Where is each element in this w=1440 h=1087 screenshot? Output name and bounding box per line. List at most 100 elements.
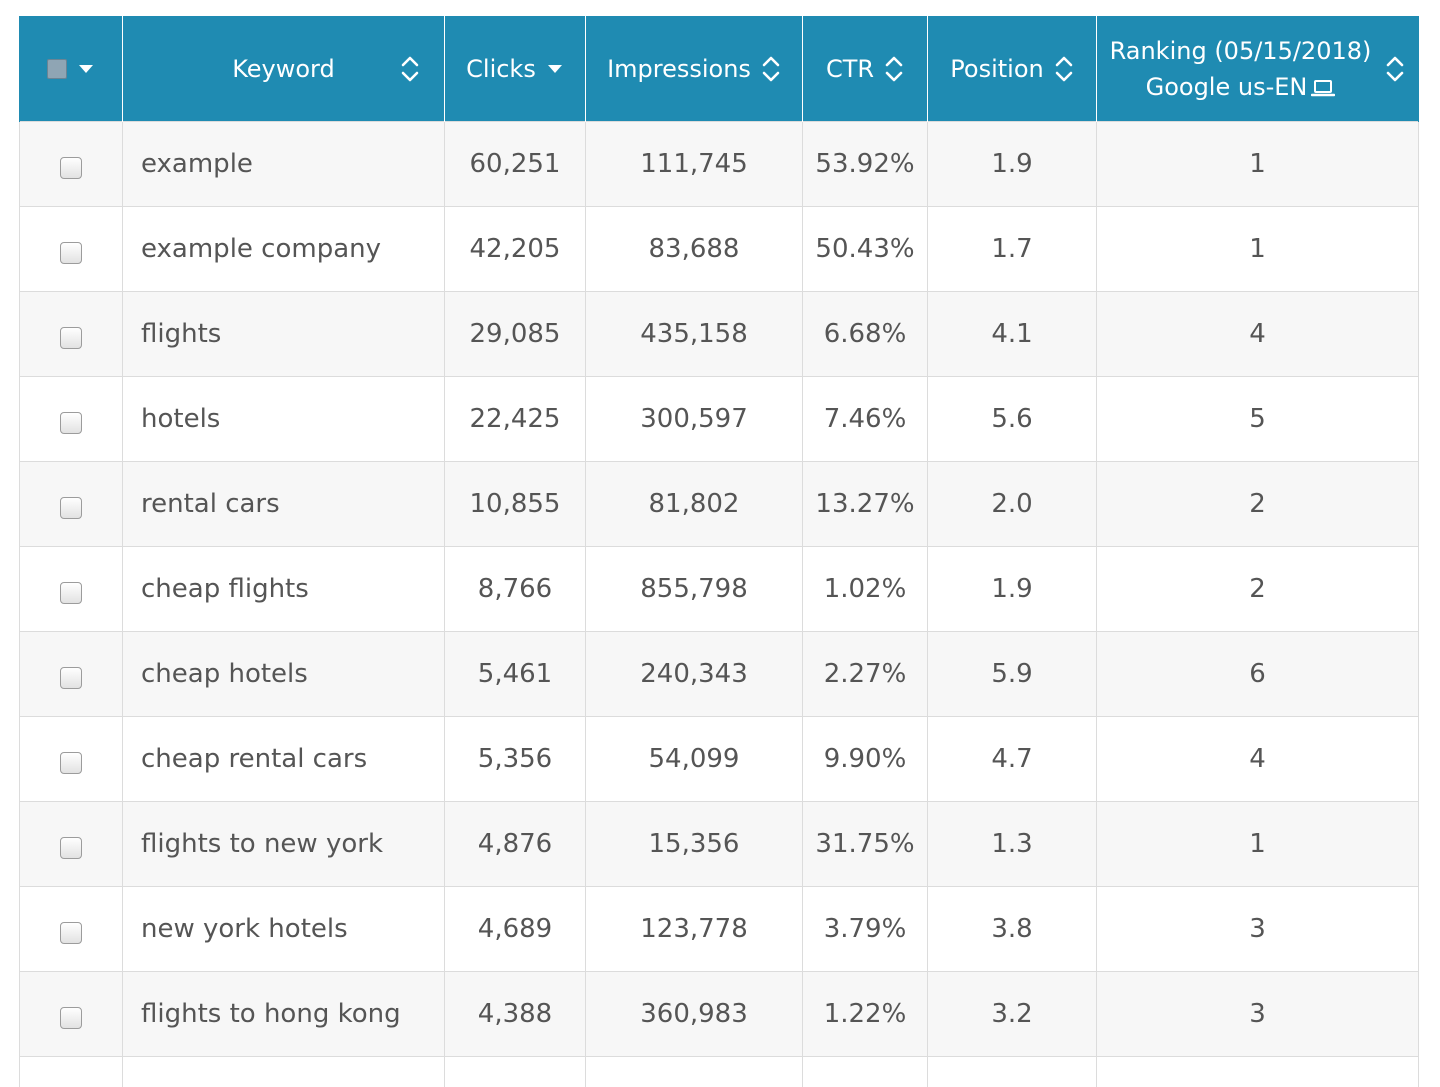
ctr-cell: 1.02% bbox=[803, 547, 928, 632]
row-checkbox[interactable] bbox=[60, 497, 82, 519]
row-select-cell[interactable] bbox=[20, 717, 123, 802]
table-row[interactable]: example company 42,205 83,688 50.43% 1.7… bbox=[20, 207, 1419, 292]
ctr-cell: 3.79% bbox=[803, 887, 928, 972]
ctr-cell: 9.90% bbox=[803, 717, 928, 802]
sort-icon[interactable] bbox=[884, 53, 904, 85]
ranking-cell: 1 bbox=[1097, 207, 1419, 292]
position-cell: 1.9 bbox=[928, 547, 1097, 632]
ranking-cell: 1 bbox=[1097, 802, 1419, 887]
impressions-cell: 855,798 bbox=[586, 547, 803, 632]
table-row[interactable]: cheap flights 8,766 855,798 1.02% 1.9 2 bbox=[20, 547, 1419, 632]
row-select-cell[interactable] bbox=[20, 377, 123, 462]
table-row[interactable]: flights to hong kong 4,388 360,983 1.22%… bbox=[20, 972, 1419, 1057]
sorted-desc-caret-down-icon[interactable] bbox=[546, 63, 564, 75]
row-select-cell[interactable] bbox=[20, 292, 123, 377]
impressions-cell: 360,983 bbox=[586, 972, 803, 1057]
sort-icon[interactable] bbox=[1054, 53, 1074, 85]
table-row[interactable]: cheap rental cars 5,356 54,099 9.90% 4.7… bbox=[20, 717, 1419, 802]
keyword-cell: cheap rental cars bbox=[123, 717, 445, 802]
row-select-cell[interactable] bbox=[20, 972, 123, 1057]
position-cell: 3.8 bbox=[928, 887, 1097, 972]
column-header-impressions[interactable]: Impressions bbox=[586, 16, 803, 122]
clicks-cell: 22,425 bbox=[445, 377, 586, 462]
row-select-cell[interactable] bbox=[20, 462, 123, 547]
position-cell: 2.0 bbox=[928, 462, 1097, 547]
column-header-ranking[interactable]: Ranking (05/15/2018) Google us-EN bbox=[1097, 16, 1419, 122]
ctr-cell: 7.46% bbox=[803, 377, 928, 462]
keyword-cell: flights bbox=[123, 292, 445, 377]
keyword-cell: rental cars bbox=[123, 462, 445, 547]
clicks-cell: 42,205 bbox=[445, 207, 586, 292]
table-row[interactable]: example 60,251 111,745 53.92% 1.9 1 bbox=[20, 122, 1419, 207]
row-select-cell[interactable] bbox=[20, 632, 123, 717]
row-select-cell[interactable] bbox=[20, 207, 123, 292]
table-row[interactable]: flights 29,085 435,158 6.68% 4.1 4 bbox=[20, 292, 1419, 377]
keyword-table-container: Keyword Clicks bbox=[19, 16, 1418, 1087]
sort-icon[interactable] bbox=[1385, 53, 1405, 85]
caret-down-icon[interactable] bbox=[77, 63, 95, 75]
ranking-cell: 3 bbox=[1097, 972, 1419, 1057]
keyword-table: Keyword Clicks bbox=[19, 16, 1419, 1087]
sort-icon[interactable] bbox=[400, 53, 420, 85]
column-header-clicks[interactable]: Clicks bbox=[445, 16, 586, 122]
table-row[interactable]: new york hotels 4,689 123,778 3.79% 3.8 … bbox=[20, 887, 1419, 972]
keyword-cell: cheap flights bbox=[123, 547, 445, 632]
column-header-position-label: Position bbox=[950, 55, 1043, 83]
clicks-cell: 4,876 bbox=[445, 802, 586, 887]
row-checkbox[interactable] bbox=[60, 752, 82, 774]
ranking-cell: 3 bbox=[1097, 887, 1419, 972]
table-row[interactable]: cheap hotels 5,461 240,343 2.27% 5.9 6 bbox=[20, 632, 1419, 717]
select-all-checkbox-icon[interactable] bbox=[47, 59, 67, 79]
row-checkbox[interactable] bbox=[60, 242, 82, 264]
position-cell: 5.9 bbox=[928, 632, 1097, 717]
keyword-cell: example bbox=[123, 122, 445, 207]
column-header-ctr[interactable]: CTR bbox=[803, 16, 928, 122]
row-checkbox[interactable] bbox=[60, 582, 82, 604]
column-header-clicks-label: Clicks bbox=[466, 55, 536, 83]
row-checkbox[interactable] bbox=[60, 327, 82, 349]
table-row[interactable]: hotels 22,425 300,597 7.46% 5.6 5 bbox=[20, 377, 1419, 462]
ranking-cell: 6 bbox=[1097, 632, 1419, 717]
keyword-cell: hotels bbox=[123, 377, 445, 462]
clicks-cell: 5,356 bbox=[445, 717, 586, 802]
row-checkbox[interactable] bbox=[60, 157, 82, 179]
ctr-cell: 13.27% bbox=[803, 462, 928, 547]
clicks-cell: 4,388 bbox=[445, 972, 586, 1057]
position-cell: 4.7 bbox=[928, 717, 1097, 802]
clicks-cell: 4,689 bbox=[445, 887, 586, 972]
position-cell bbox=[928, 1057, 1097, 1087]
clicks-cell: 5,461 bbox=[445, 632, 586, 717]
impressions-cell: 81,802 bbox=[586, 462, 803, 547]
position-cell: 4.1 bbox=[928, 292, 1097, 377]
ctr-cell: 6.68% bbox=[803, 292, 928, 377]
row-select-cell[interactable] bbox=[20, 547, 123, 632]
row-checkbox[interactable] bbox=[60, 667, 82, 689]
row-select-cell[interactable] bbox=[20, 802, 123, 887]
column-header-position[interactable]: Position bbox=[928, 16, 1097, 122]
ranking-cell: 5 bbox=[1097, 377, 1419, 462]
impressions-cell: 123,778 bbox=[586, 887, 803, 972]
select-all-header[interactable] bbox=[20, 16, 123, 122]
row-checkbox[interactable] bbox=[60, 412, 82, 434]
row-checkbox[interactable] bbox=[60, 922, 82, 944]
impressions-cell bbox=[586, 1057, 803, 1087]
ranking-header-engine-line: Google us-EN bbox=[1110, 69, 1372, 105]
position-cell: 1.9 bbox=[928, 122, 1097, 207]
row-checkbox[interactable] bbox=[60, 837, 82, 859]
laptop-icon bbox=[1311, 79, 1335, 97]
keyword-cell: flights to new york bbox=[123, 802, 445, 887]
ranking-header-date: Ranking (05/15/2018) bbox=[1110, 33, 1372, 69]
column-header-keyword[interactable]: Keyword bbox=[123, 16, 445, 122]
ranking-cell: 4 bbox=[1097, 717, 1419, 802]
table-row[interactable]: rental cars 10,855 81,802 13.27% 2.0 2 bbox=[20, 462, 1419, 547]
impressions-cell: 111,745 bbox=[586, 122, 803, 207]
column-header-impressions-label: Impressions bbox=[607, 55, 751, 83]
impressions-cell: 300,597 bbox=[586, 377, 803, 462]
table-row[interactable]: flights to new york 4,876 15,356 31.75% … bbox=[20, 802, 1419, 887]
position-cell: 3.2 bbox=[928, 972, 1097, 1057]
sort-icon[interactable] bbox=[761, 53, 781, 85]
row-select-cell[interactable] bbox=[20, 122, 123, 207]
row-checkbox[interactable] bbox=[60, 1007, 82, 1029]
ctr-cell: 50.43% bbox=[803, 207, 928, 292]
row-select-cell[interactable] bbox=[20, 887, 123, 972]
